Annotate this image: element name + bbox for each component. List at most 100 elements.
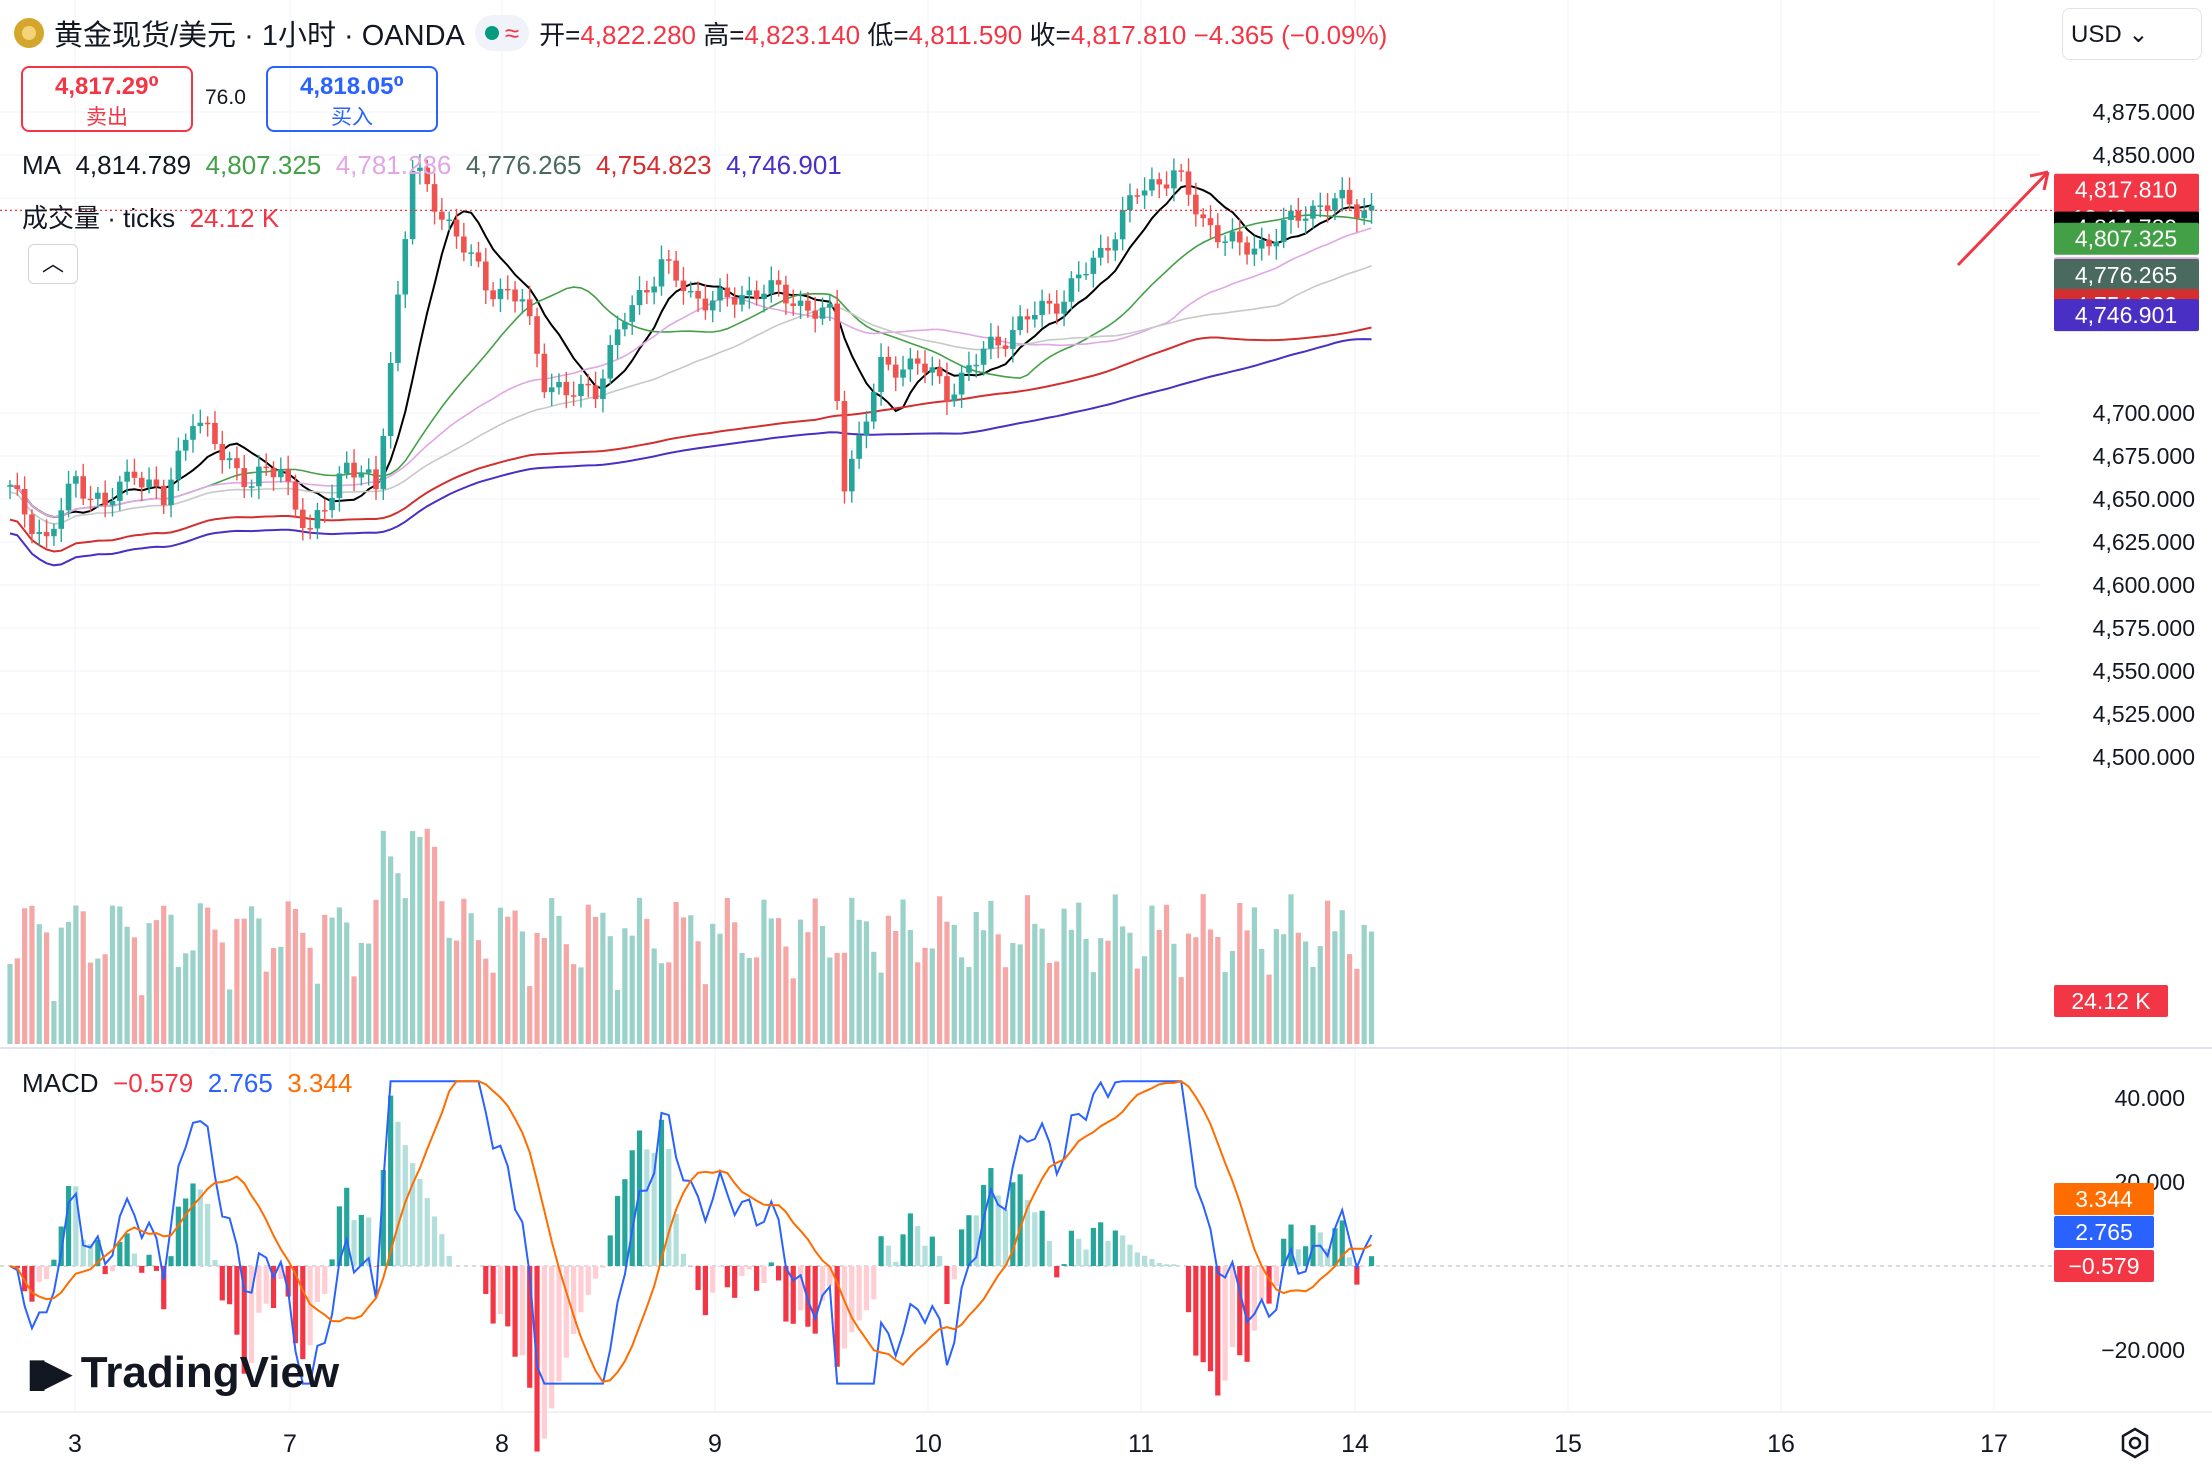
last-price-tag-value: 4,817.810 — [2075, 177, 2177, 203]
macd-hist-bar — [241, 1266, 247, 1374]
volume-bar — [805, 932, 811, 1044]
candle-body — [944, 376, 950, 402]
price-tick-label: 4,850.000 — [2093, 142, 2195, 168]
ma6-value: 4,746.901 — [726, 150, 842, 180]
candle-body — [892, 364, 899, 378]
volume-bar — [871, 951, 877, 1044]
volume-bar — [431, 846, 438, 1044]
buy-button[interactable]: 4,818.05⁰ 买入 — [266, 66, 438, 132]
macd-hist-bar — [439, 1234, 445, 1266]
macd-hist-bar — [248, 1266, 255, 1363]
candle-body — [300, 509, 306, 529]
volume-bar — [1061, 908, 1067, 1044]
volume-bar — [666, 962, 672, 1044]
macd-hist-bar — [1193, 1266, 1199, 1356]
macd-hist-bar — [878, 1236, 884, 1266]
volume-bar — [754, 957, 760, 1044]
candle-body — [1193, 194, 1199, 215]
candle-body — [160, 485, 167, 506]
settings-gear-icon[interactable] — [2118, 1426, 2152, 1460]
volume-bar — [51, 1001, 57, 1044]
candle-body — [7, 485, 13, 487]
volume-bar — [834, 952, 840, 1044]
macd-hist-bar — [944, 1266, 950, 1305]
candle-body — [351, 462, 357, 478]
macd-hist-bar — [929, 1236, 935, 1266]
symbol-title[interactable]: 黄金现货/美元 · 1小时 · OANDA — [54, 20, 465, 52]
volume-bar — [636, 897, 643, 1044]
candle-body — [995, 336, 1001, 346]
candle-body — [168, 479, 174, 506]
macd-hist-bar — [841, 1266, 848, 1349]
candle-body — [1295, 210, 1302, 221]
collapse-legend-button[interactable]: ︿ — [28, 244, 78, 284]
sell-button[interactable]: 4,817.29⁰ 卖出 — [21, 66, 193, 132]
macd-hist-bar — [1061, 1264, 1067, 1266]
macd-hist-bar — [388, 1095, 394, 1266]
ma-legend[interactable]: MA 4,814.789 4,807.325 4,781.286 4,776.2… — [22, 150, 842, 181]
macd-hist-bar — [307, 1266, 313, 1346]
candle-body — [446, 219, 452, 222]
volume-bar — [1083, 938, 1089, 1044]
candle-body — [58, 510, 65, 529]
volume-bar — [1185, 933, 1192, 1044]
volume-bar — [790, 978, 796, 1044]
macd-hist-bar — [980, 1184, 987, 1266]
market-status-pill[interactable]: ≈ — [474, 15, 530, 51]
candle-body — [951, 394, 958, 402]
tradingview-logo[interactable]: ▮▶ TradingView — [26, 1348, 339, 1398]
candle-body — [556, 381, 562, 388]
macd-legend[interactable]: MACD −0.579 2.765 3.344 — [22, 1068, 352, 1099]
volume-bar — [746, 958, 752, 1044]
candle-body — [746, 290, 753, 296]
macd-hist-bar — [673, 1213, 679, 1266]
candle-body — [117, 481, 123, 501]
macd-hist-bar — [724, 1266, 730, 1288]
market-open-dot-icon — [484, 26, 499, 40]
volume-bar — [541, 937, 547, 1044]
time-tick-label: 16 — [1767, 1430, 1795, 1458]
candle-body — [1127, 195, 1133, 211]
macd-hist-bar — [497, 1266, 504, 1315]
volume-bar — [841, 952, 848, 1044]
volume-bar — [556, 915, 562, 1044]
macd-hist-bar — [380, 1170, 386, 1266]
macd-hist-bar — [776, 1266, 782, 1281]
macd-hist-bar — [812, 1266, 818, 1334]
macd-hist-bar — [585, 1266, 591, 1295]
candle-body — [1171, 170, 1177, 189]
macd-hist-bar — [36, 1266, 42, 1282]
volume-bar — [1046, 962, 1053, 1044]
sell-price: 4,817.29⁰ — [55, 73, 159, 100]
macd-hist-bar — [366, 1217, 372, 1266]
candle-body — [988, 336, 994, 349]
volume-bar — [468, 913, 474, 1044]
candle-body — [314, 510, 321, 529]
volume-bar — [358, 942, 364, 1044]
candle-body — [600, 378, 606, 399]
volume-bar — [812, 898, 818, 1044]
macd-hist-bar — [1039, 1210, 1045, 1266]
volume-bar — [344, 922, 350, 1044]
macd-hist-bar — [1163, 1264, 1170, 1266]
macd-hist-bar — [834, 1266, 840, 1367]
volume-bar — [797, 919, 804, 1044]
macd-hist-bar — [1090, 1227, 1096, 1266]
currency-select[interactable]: USD ⌄ — [2062, 8, 2202, 60]
volume-bar — [497, 907, 504, 1044]
macd-hist-bar — [351, 1219, 357, 1266]
volume-bar — [849, 897, 855, 1044]
volume-legend[interactable]: 成交量 · ticks 24.12 K — [22, 198, 279, 235]
candle-body — [1002, 345, 1009, 349]
macd-hist-bar — [1010, 1182, 1016, 1266]
volume-bar — [22, 908, 28, 1044]
macd-hist-bar — [900, 1234, 906, 1266]
volume-bar — [827, 957, 833, 1044]
volume-bar — [512, 910, 518, 1044]
candle-body — [497, 288, 504, 300]
volume-bar — [95, 958, 101, 1044]
candle-body — [21, 488, 28, 515]
macd-hist-bar — [124, 1233, 130, 1266]
volume-bar — [1237, 902, 1243, 1044]
